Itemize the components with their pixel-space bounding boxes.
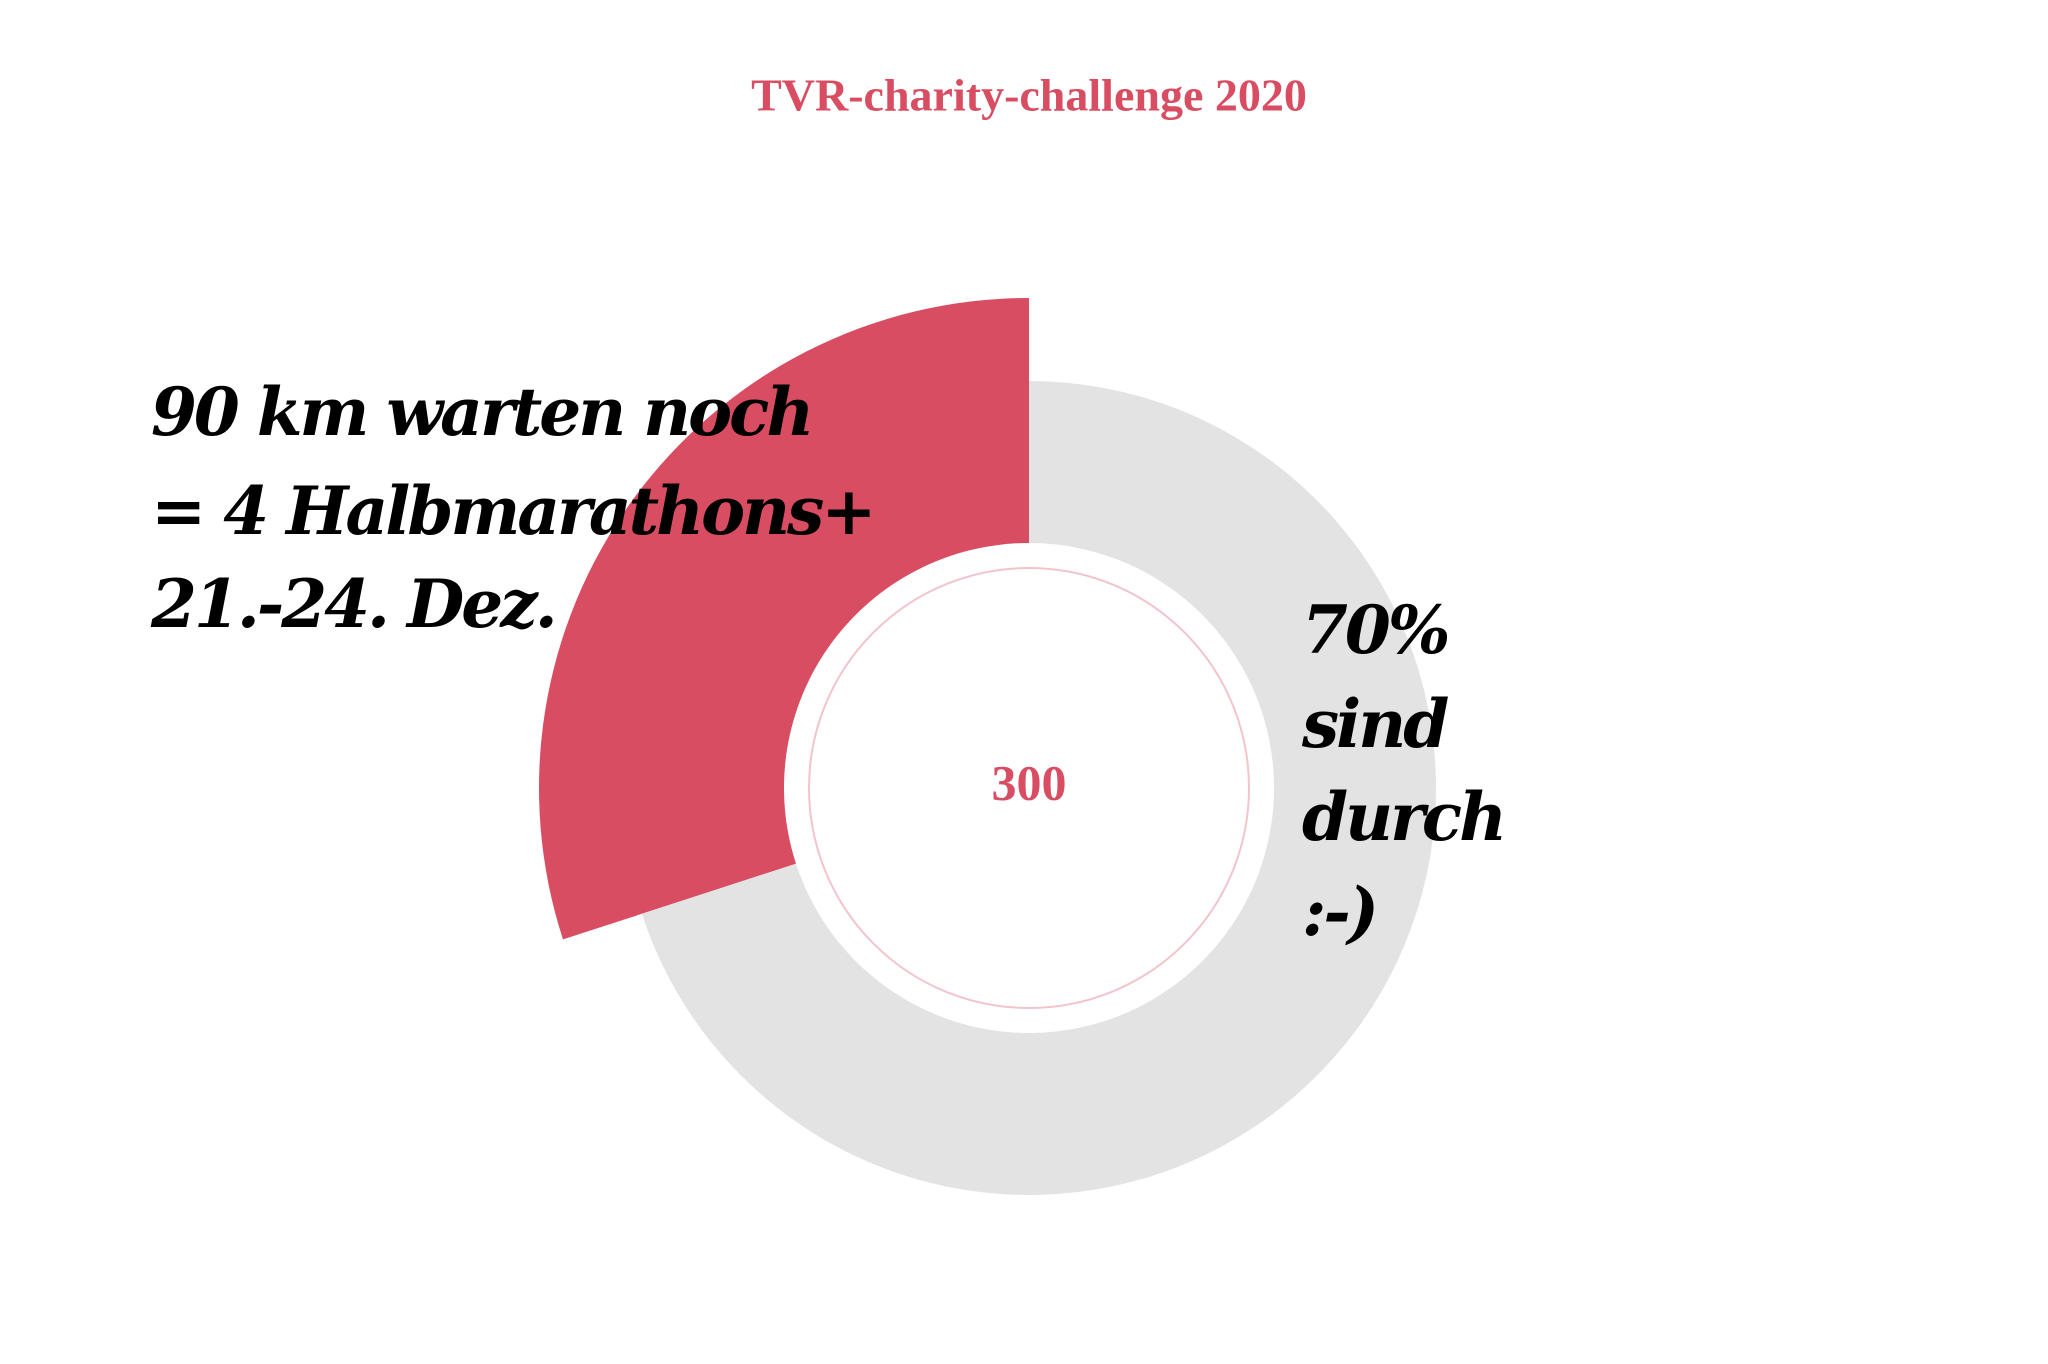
annotation: sind [1301, 685, 1448, 763]
center-label: 300 [992, 754, 1067, 810]
donut-slice [538, 298, 1029, 940]
donut-slice [641, 381, 1436, 1195]
annotation: durch [1302, 778, 1504, 856]
annotation: :-) [1302, 873, 1376, 951]
annotation: 70% [1302, 591, 1449, 669]
chart-title: TVR-charity-challenge 2020 [751, 70, 1307, 121]
annotation: 90 km warten noch [151, 373, 811, 451]
inner-ring [808, 567, 1250, 1009]
annotation: = 4 Halbmarathons+ [151, 472, 874, 550]
annotation: 21.-24. Dez. [150, 565, 555, 643]
